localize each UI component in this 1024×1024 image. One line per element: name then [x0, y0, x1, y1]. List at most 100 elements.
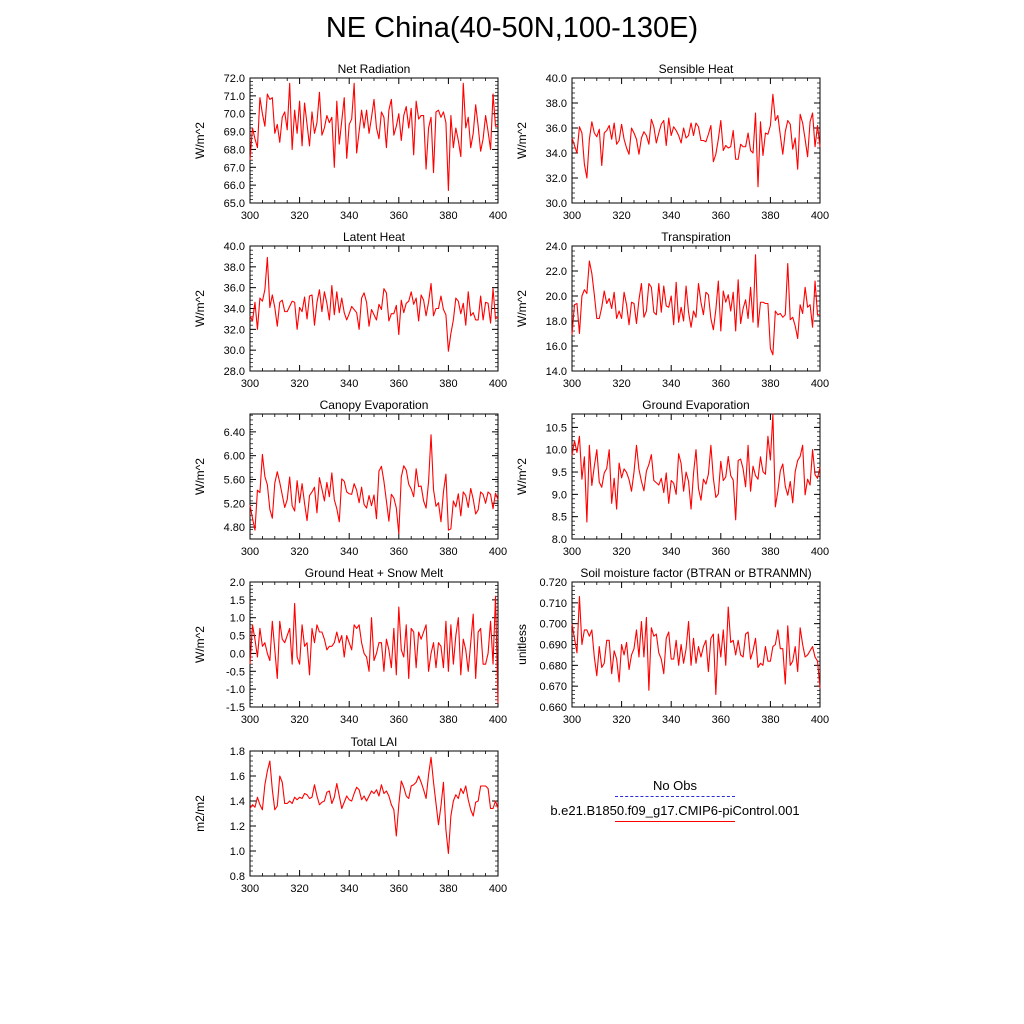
- x-tick-label: 360: [712, 714, 730, 726]
- x-tick-label: 380: [439, 714, 457, 726]
- x-tick-label: 360: [390, 378, 408, 390]
- y-tick-label: 10.5: [546, 422, 567, 434]
- y-tick-label: 22.0: [546, 266, 567, 278]
- panel-1: Sensible Heat W/m^2 300 320 340 360 380 400 30.0…: [515, 62, 829, 222]
- y-tick-label: 16.0: [546, 341, 567, 353]
- series-line: [571, 93, 821, 188]
- x-tick-label: 300: [563, 546, 581, 558]
- y-axis-label: W/m^2: [193, 122, 207, 159]
- y-axis-label: m2/m2: [193, 795, 207, 832]
- series-line: [249, 756, 499, 855]
- x-tick-label: 380: [439, 883, 457, 895]
- panel-title: Latent Heat: [343, 230, 406, 244]
- x-tick-label: 320: [612, 714, 630, 726]
- plot-frame: [249, 413, 499, 540]
- y-tick-label: 14.0: [546, 366, 567, 378]
- legend-obs-line: [615, 796, 735, 797]
- x-tick-label: 360: [390, 714, 408, 726]
- x-tick-label: 340: [340, 883, 358, 895]
- panel-title: Soil moisture factor (BTRAN or BTRANMN): [580, 566, 811, 580]
- x-tick-label: 340: [340, 546, 358, 558]
- y-axis-label: W/m^2: [193, 458, 207, 495]
- x-tick-label: 320: [290, 883, 308, 895]
- plot-frame: [249, 750, 499, 877]
- y-tick-label: 0.8: [230, 871, 245, 883]
- y-tick-label: 71.0: [224, 91, 245, 103]
- series-line: [249, 434, 499, 535]
- y-tick-label: 70.0: [224, 109, 245, 121]
- series-line: [571, 254, 820, 356]
- y-tick-label: 2.0: [230, 577, 245, 589]
- y-tick-label: 34.0: [224, 304, 245, 316]
- y-tick-label: 32.0: [546, 173, 567, 185]
- plot-frame: [571, 77, 821, 204]
- x-tick-label: 400: [489, 378, 507, 390]
- y-tick-label: 0.710: [539, 598, 567, 610]
- y-tick-label: 0.660: [539, 702, 567, 714]
- x-tick-label: 300: [241, 210, 259, 222]
- y-tick-label: 18.0: [546, 316, 567, 328]
- y-tick-label: 69.0: [224, 127, 245, 139]
- plot-frame: [571, 245, 821, 372]
- panel-title: Transpiration: [661, 230, 731, 244]
- y-tick-label: 36.0: [224, 283, 245, 295]
- legend-obs-label: No Obs: [652, 778, 698, 793]
- y-tick-label: -1.0: [226, 684, 245, 696]
- x-tick-label: 400: [489, 714, 507, 726]
- y-tick-label: 9.0: [552, 489, 567, 501]
- y-tick-label: 0.670: [539, 681, 567, 693]
- panel-0: Net Radiation W/m^2 300 320 340 360 380 400 65.0…: [193, 62, 507, 222]
- x-tick-label: 360: [390, 210, 408, 222]
- y-tick-label: 40.0: [546, 73, 567, 85]
- y-tick-label: 28.0: [224, 366, 245, 378]
- x-tick-label: 320: [290, 210, 308, 222]
- x-tick-label: 360: [712, 210, 730, 222]
- x-tick-label: 300: [241, 378, 259, 390]
- x-tick-label: 340: [662, 210, 680, 222]
- x-tick-label: 340: [662, 378, 680, 390]
- y-tick-label: 67.0: [224, 162, 245, 174]
- x-tick-label: 300: [563, 210, 581, 222]
- x-tick-label: 300: [241, 546, 259, 558]
- panel-title: Net Radiation: [338, 62, 411, 76]
- series-line: [249, 256, 499, 352]
- x-tick-label: 400: [811, 714, 829, 726]
- y-axis-label: W/m^2: [193, 290, 207, 327]
- y-axis-label: W/m^2: [515, 122, 529, 159]
- panel-title: Sensible Heat: [659, 62, 734, 76]
- panel-7: Soil moisture factor (BTRAN or BTRANMN) u…: [515, 566, 829, 726]
- panel-5: Ground Evaporation W/m^2 300 320 340 360 380 40…: [515, 398, 829, 558]
- y-tick-label: 40.0: [224, 241, 245, 253]
- x-tick-label: 380: [761, 210, 779, 222]
- panel-title: Canopy Evaporation: [320, 398, 429, 412]
- series-line: [249, 595, 499, 704]
- x-tick-label: 380: [761, 378, 779, 390]
- x-tick-label: 380: [761, 546, 779, 558]
- x-tick-label: 300: [241, 714, 259, 726]
- y-tick-label: 34.0: [546, 148, 567, 160]
- y-tick-label: 30.0: [224, 345, 245, 357]
- y-tick-label: 5.20: [224, 498, 245, 510]
- x-tick-label: 300: [241, 883, 259, 895]
- y-tick-label: 38.0: [224, 262, 245, 274]
- y-axis-label: W/m^2: [515, 290, 529, 327]
- x-tick-label: 400: [811, 210, 829, 222]
- x-tick-label: 320: [612, 546, 630, 558]
- y-tick-label: 0.5: [230, 631, 245, 643]
- panel-title: Total LAI: [351, 735, 398, 749]
- x-tick-label: 380: [439, 378, 457, 390]
- y-tick-label: 8.5: [552, 512, 567, 524]
- y-tick-label: 1.5: [230, 595, 245, 607]
- y-tick-label: -1.5: [226, 702, 245, 714]
- y-tick-label: 38.0: [546, 98, 567, 110]
- x-tick-label: 300: [563, 714, 581, 726]
- legend-model-line: [615, 821, 735, 822]
- y-tick-label: 1.4: [230, 796, 245, 808]
- x-tick-label: 320: [290, 714, 308, 726]
- y-axis-label: unitless: [515, 624, 529, 665]
- y-tick-label: 0.690: [539, 640, 567, 652]
- panel-8: Total LAI m2/m2 300 320 340 360 380 400 0.8 1.0 1.…: [193, 735, 507, 895]
- y-tick-label: 30.0: [546, 198, 567, 210]
- plot-frame: [249, 245, 499, 372]
